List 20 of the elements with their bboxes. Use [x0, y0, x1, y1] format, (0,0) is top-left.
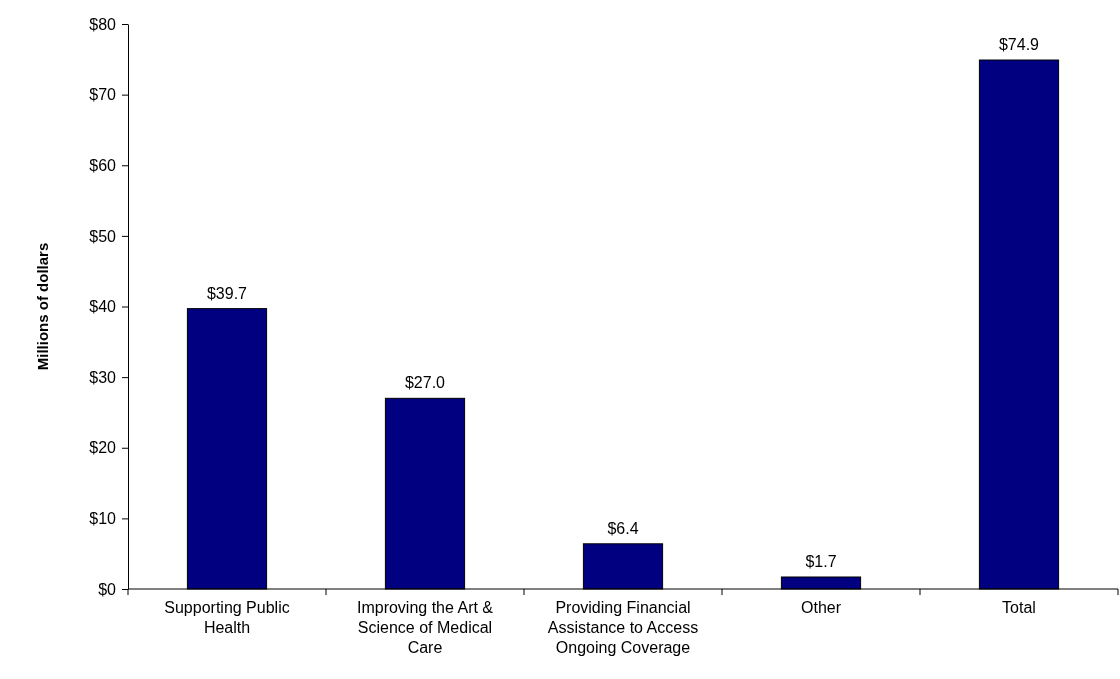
y-tick-label: $60 — [89, 156, 117, 174]
y-tick-label: $70 — [89, 86, 117, 104]
y-tick-label: $80 — [89, 15, 117, 33]
y-tick-label: $40 — [89, 298, 117, 316]
y-tick-label: $0 — [98, 580, 117, 598]
y-tick-label: $30 — [89, 368, 117, 386]
y-axis-title: Millions of dollars — [34, 242, 51, 371]
x-tick-label: Other — [800, 599, 842, 616]
y-tick-label: $10 — [89, 509, 117, 527]
y-tick-label: $50 — [89, 227, 117, 245]
y-tick-label: $20 — [89, 439, 117, 457]
data-label: $27.0 — [404, 374, 446, 392]
data-label: $74.9 — [998, 36, 1040, 54]
data-label: $39.7 — [206, 284, 248, 302]
data-label: $6.4 — [607, 519, 639, 537]
x-tick-label: Total — [1002, 599, 1036, 616]
x-tick-label: Supporting Public Health — [164, 599, 290, 636]
data-label: $1.7 — [805, 552, 837, 570]
x-tick-label: Improving the Art & Science of Medical Care — [356, 599, 494, 656]
x-tick-label: Providing Financial Assistance to Access Ongoing Coverage — [547, 599, 699, 656]
